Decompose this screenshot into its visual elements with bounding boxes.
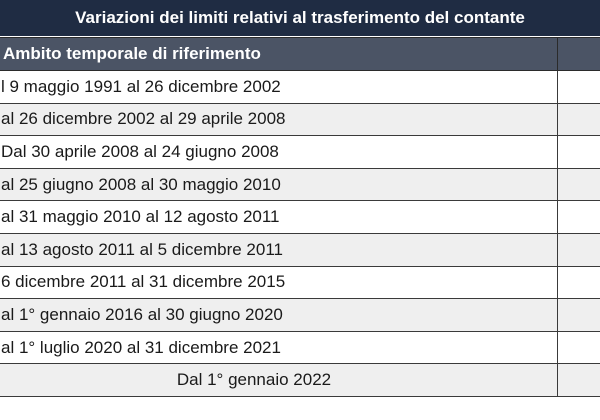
- period-cell: al 26 dicembre 2002 al 29 aprile 2008: [0, 102, 558, 137]
- table-row: Dal 30 aprile 2008 al 24 giugno 2008: [0, 135, 600, 169]
- limit-cell: [557, 70, 600, 104]
- limit-cell: [557, 265, 600, 300]
- limit-cell: [557, 200, 600, 234]
- table-row: al 13 agosto 2011 al 5 dicembre 2011: [0, 232, 600, 267]
- limit-cell: [557, 363, 600, 397]
- header-row: Ambito temporale di riferimento: [0, 37, 600, 71]
- table-row: al 1° luglio 2020 al 31 dicembre 2021: [0, 330, 600, 365]
- period-cell: Dal 30 aprile 2008 al 24 giugno 2008: [0, 135, 558, 169]
- period-cell: al 31 maggio 2010 al 12 agosto 2011: [0, 200, 558, 234]
- period-cell: l 9 maggio 1991 al 26 dicembre 2002: [0, 70, 558, 104]
- limit-cell: [557, 232, 600, 267]
- limits-table: Ambito temporale di riferimento l 9 magg…: [0, 37, 600, 397]
- table-row: al 25 giugno 2008 al 30 maggio 2010: [0, 167, 600, 202]
- limit-cell: [557, 330, 600, 365]
- column-header-empty: [557, 37, 600, 71]
- period-cell: al 1° gennaio 2016 al 30 giugno 2020: [0, 298, 558, 332]
- column-header: Ambito temporale di riferimento: [0, 37, 558, 71]
- period-cell: al 1° luglio 2020 al 31 dicembre 2021: [0, 330, 558, 365]
- table-row: l 9 maggio 1991 al 26 dicembre 2002: [0, 70, 600, 104]
- limit-cell: [557, 102, 600, 137]
- table-row: al 1° gennaio 2016 al 30 giugno 2020: [0, 298, 600, 332]
- limit-cell: [557, 167, 600, 202]
- period-cell: al 25 giugno 2008 al 30 maggio 2010: [0, 167, 558, 202]
- limit-cell: [557, 298, 600, 332]
- table-body: l 9 maggio 1991 al 26 dicembre 2002 al 26…: [0, 70, 600, 397]
- limit-cell: [557, 135, 600, 169]
- period-cell: 6 dicembre 2011 al 31 dicembre 2015: [0, 265, 558, 300]
- table-row: 6 dicembre 2011 al 31 dicembre 2015: [0, 265, 600, 300]
- table-title: Variazioni dei limiti relativi al trasfe…: [0, 0, 600, 36]
- period-cell: al 13 agosto 2011 al 5 dicembre 2011: [0, 232, 558, 267]
- table-row: al 31 maggio 2010 al 12 agosto 2011: [0, 200, 600, 234]
- table-row: Dal 1° gennaio 2022: [0, 363, 600, 397]
- table-row: al 26 dicembre 2002 al 29 aprile 2008: [0, 102, 600, 137]
- period-cell: Dal 1° gennaio 2022: [0, 363, 558, 397]
